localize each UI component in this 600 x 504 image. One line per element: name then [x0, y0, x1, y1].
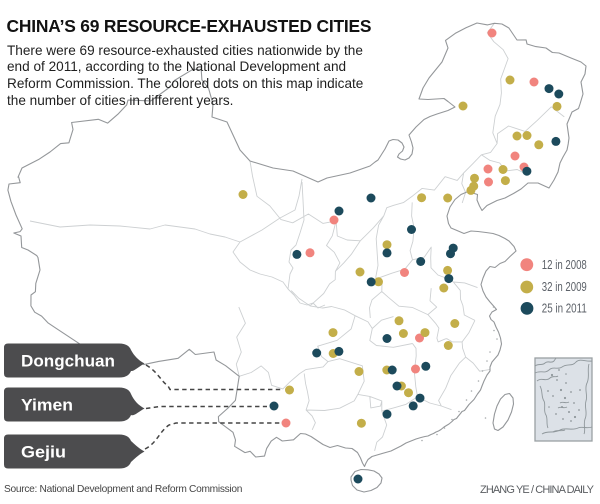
- svg-text:Dongchuan: Dongchuan: [21, 352, 115, 371]
- svg-text:Yimen: Yimen: [21, 396, 73, 415]
- svg-text:12 in 2008: 12 in 2008: [542, 258, 587, 272]
- svg-text:32 in 2009: 32 in 2009: [542, 280, 587, 294]
- svg-text:Gejiu: Gejiu: [21, 443, 66, 462]
- svg-text:25 in 2011: 25 in 2011: [542, 302, 587, 316]
